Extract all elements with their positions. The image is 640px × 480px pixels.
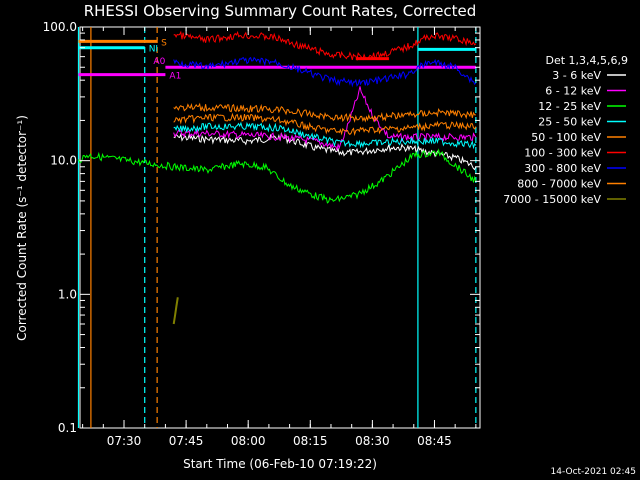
series-line-4: [173, 112, 477, 137]
y-tick-label: 10.0: [50, 154, 77, 168]
vertical-markers: [77, 27, 477, 428]
legend: Det 1,3,4,5,6,9 3 - 6 keV 6 - 12 keV 12 - …: [503, 54, 628, 206]
flag-label: S: [161, 38, 167, 48]
flag-label: A0: [153, 57, 165, 67]
chart-title: RHESSI Observing Summary Count Rates, Co…: [84, 2, 477, 20]
series-line-0: [173, 131, 477, 171]
y-tick-label: 100.0: [43, 20, 77, 34]
x-tick-label: 08:45: [417, 434, 452, 448]
x-axis-label: Start Time (06-Feb-10 07:19:22): [183, 457, 377, 471]
legend-entry-label: 3 - 6 keV: [552, 69, 601, 82]
flag-bars: SNI A0 A1: [78, 38, 476, 82]
legend-entry-label: 25 - 50 keV: [538, 116, 601, 129]
legend-entry-label: 7000 - 15000 keV: [503, 193, 601, 206]
x-tick-label: 08:30: [355, 434, 390, 448]
series-line-8: [172, 297, 179, 325]
y-tick-label: 0.1: [58, 421, 77, 435]
series-line-6: [173, 56, 477, 88]
series-group: [78, 30, 477, 325]
x-tick-label: 07:45: [169, 434, 204, 448]
y-axis: 0.1 1.0 10.0 100.0: [43, 20, 480, 435]
legend-title: Det 1,3,4,5,6,9: [545, 54, 628, 67]
legend-entry-label: 100 - 300 keV: [524, 147, 601, 160]
footer-timestamp: 14-Oct-2021 02:45: [551, 467, 636, 477]
legend-entry-label: 300 - 800 keV: [524, 162, 601, 175]
legend-entry-label: 800 - 7000 keV: [517, 178, 601, 191]
series-line-7: [173, 102, 476, 123]
legend-entry-label: 12 - 25 keV: [538, 100, 601, 113]
legend-entry-label: 50 - 100 keV: [531, 131, 601, 144]
series-line-5: [173, 30, 477, 62]
series-line-1: [173, 86, 477, 152]
y-tick-label: 1.0: [58, 287, 77, 301]
flag-label: A1: [169, 72, 181, 82]
plot-frame: [79, 26, 481, 429]
legend-entry-label: 6 - 12 keV: [545, 85, 601, 98]
x-tick-label: 07:30: [107, 434, 142, 448]
x-tick-label: 08:00: [231, 434, 266, 448]
series-line-3: [173, 121, 477, 150]
y-axis-label: Corrected Count Rate (s⁻¹ detector⁻¹): [15, 115, 29, 341]
flag-label: NI: [149, 45, 158, 55]
x-tick-label: 08:15: [293, 434, 328, 448]
series-line-2: [78, 148, 477, 204]
x-axis: 07:30 07:45 08:00 08:15 08:30 08:45: [82, 27, 477, 448]
